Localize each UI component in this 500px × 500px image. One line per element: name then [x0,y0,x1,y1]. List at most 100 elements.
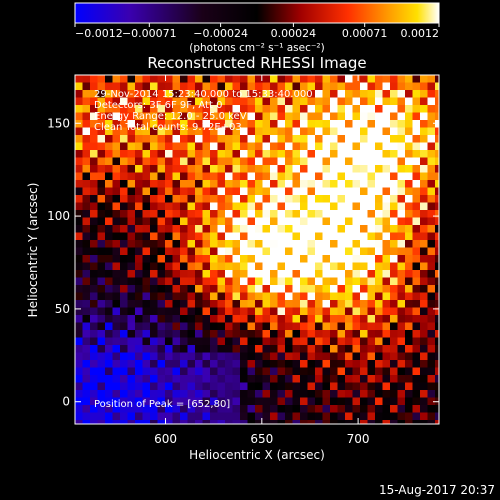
heatmap-cell [120,150,128,158]
heatmap-cell [105,307,113,316]
heatmap-cell [142,375,151,383]
heatmap-cell [307,82,316,91]
heatmap-cell [435,375,439,383]
heatmap-cell [172,330,181,338]
heatmap-cell [210,420,218,424]
heatmap-cell [232,367,241,376]
heatmap-cell [180,210,188,218]
heatmap-cell [172,337,181,346]
heatmap-cell [277,352,286,361]
heatmap-cell [345,352,353,361]
heatmap-cell [322,135,331,143]
heatmap-cell [112,225,121,233]
heatmap-cell [172,105,181,113]
colorbar-tick-label: −0.00071 [122,27,177,40]
heatmap-cell [172,127,181,136]
heatmap-cell [382,285,391,293]
heatmap-cell [322,90,331,98]
heatmap-cell [330,135,338,143]
heatmap-cell [210,285,218,293]
heatmap-cell [195,285,203,293]
heatmap-cell [225,217,233,226]
heatmap-cell [105,195,113,203]
heatmap-cell [367,360,376,368]
heatmap-cell [82,180,91,188]
heatmap-cell [345,300,353,308]
heatmap-cell [277,180,286,188]
heatmap-cell [232,210,241,218]
heatmap-cell [420,142,428,151]
heatmap-cell [277,210,286,218]
heatmap-cell [315,232,323,241]
heatmap-cell [270,202,278,211]
heatmap-cell [120,127,128,136]
heatmap-cell [142,382,151,391]
heatmap-cell [330,300,338,308]
heatmap-cell [345,112,353,121]
heatmap-cell [367,345,376,353]
heatmap-cell [232,405,241,413]
heatmap-cell [210,270,218,278]
heatmap-cell [150,225,158,233]
heatmap-cell [225,165,233,173]
heatmap-cell [240,277,248,286]
heatmap-cell [75,360,83,368]
heatmap-cell [187,157,196,166]
heatmap-cell [135,105,143,113]
heatmap-cell [367,367,376,376]
heatmap-cell [277,405,286,413]
heatmap-cell [75,217,83,226]
heatmap-cell [345,240,353,248]
heatmap-image [75,75,439,424]
heatmap-cell [172,142,181,151]
heatmap-cell [390,75,398,83]
heatmap-cell [97,375,106,383]
heatmap-cell [420,210,428,218]
heatmap-cell [352,165,361,173]
heatmap-cell [82,112,91,121]
heatmap-cell [105,187,113,196]
heatmap-cell [82,345,91,353]
heatmap-cell [322,262,331,271]
heatmap-cell [135,420,143,424]
heatmap-cell [135,142,143,151]
heatmap-cell [82,75,91,83]
heatmap-cell [367,195,376,203]
heatmap-cell [300,360,308,368]
heatmap-cell [210,375,218,383]
heatmap-cell [202,262,211,271]
heatmap-cell [165,382,173,391]
heatmap-cell [367,300,376,308]
heatmap-cell [397,270,406,278]
heatmap-cell [135,315,143,323]
heatmap-cell [435,270,439,278]
heatmap-cell [427,367,436,376]
heatmap-cell [330,382,338,391]
heatmap-cell [97,405,106,413]
heatmap-cell [127,315,136,323]
heatmap-cell [105,217,113,226]
heatmap-cell [285,232,293,241]
heatmap-cell [435,180,439,188]
heatmap-cell [435,337,439,346]
heatmap-cell [337,390,346,398]
heatmap-cell [405,135,413,143]
heatmap-cell [120,105,128,113]
heatmap-cell [165,330,173,338]
heatmap-cell [240,150,248,158]
heatmap-cell [270,322,278,331]
heatmap-cell [262,90,271,98]
heatmap-cell [277,150,286,158]
heatmap-cell [90,360,98,368]
heatmap-cell [90,382,98,391]
heatmap-cell [337,105,346,113]
heatmap-cell [255,97,263,106]
heatmap-cell [225,210,233,218]
heatmap-cell [75,285,83,293]
heatmap-cell [180,360,188,368]
heatmap-cell [120,322,128,331]
heatmap-cell [405,255,413,263]
heatmap-cell [390,277,398,286]
heatmap-cell [330,307,338,316]
heatmap-cell [330,202,338,211]
